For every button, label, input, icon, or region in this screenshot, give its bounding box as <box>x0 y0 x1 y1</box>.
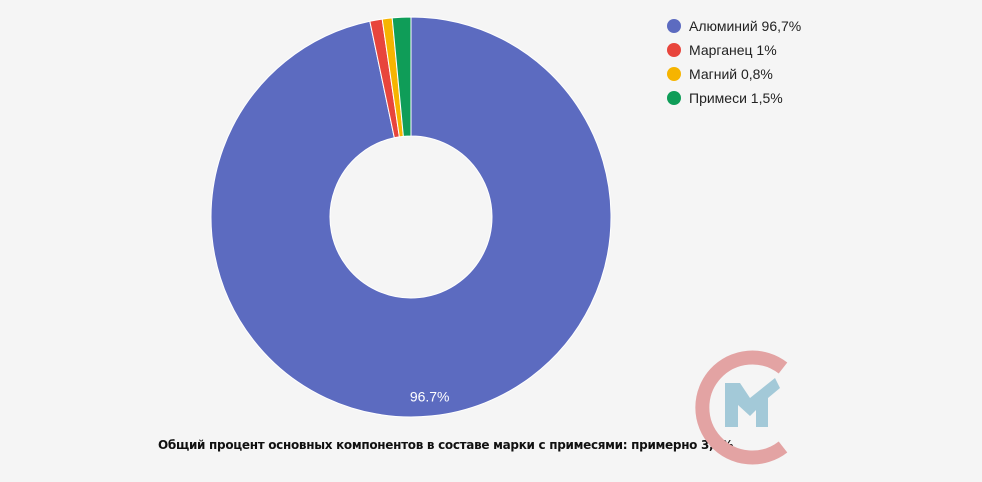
logo-m <box>725 378 780 427</box>
legend-item[interactable]: Магний 0,8% <box>667 62 801 86</box>
logo-icon <box>695 350 788 465</box>
legend-swatch <box>667 43 681 57</box>
legend-label: Примеси 1,5% <box>689 90 783 106</box>
legend-label: Магний 0,8% <box>689 66 773 82</box>
legend-swatch <box>667 91 681 105</box>
legend: Алюминий 96,7% Марганец 1% Магний 0,8% П… <box>667 14 801 110</box>
logo-c <box>695 350 788 465</box>
legend-swatch <box>667 19 681 33</box>
legend-label: Алюминий 96,7% <box>689 18 802 34</box>
legend-item[interactable]: Алюминий 96,7% <box>667 14 801 38</box>
slice-label: 96.7% <box>410 389 450 405</box>
donut-slice[interactable] <box>391 16 412 137</box>
legend-swatch <box>667 67 681 81</box>
legend-item[interactable]: Примеси 1,5% <box>667 86 801 110</box>
legend-label: Марганец 1% <box>689 42 777 58</box>
chart-caption: Общий процент основных компонентов в сос… <box>158 438 734 452</box>
donut-slice[interactable] <box>210 16 612 418</box>
legend-item[interactable]: Марганец 1% <box>667 38 801 62</box>
